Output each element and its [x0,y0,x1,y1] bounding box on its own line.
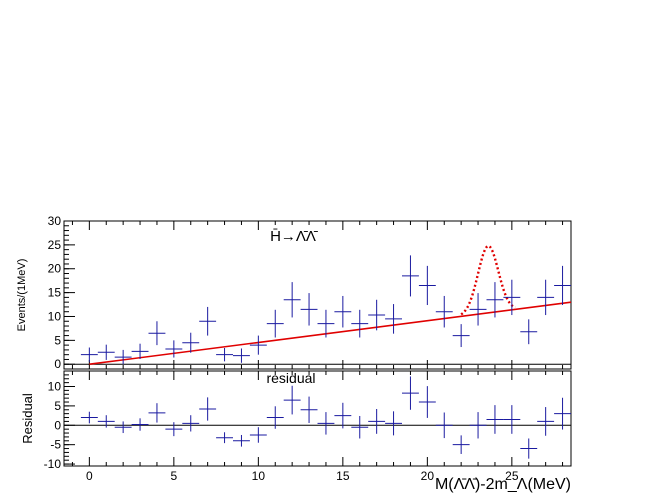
data-point [435,295,453,328]
data-point [334,295,352,328]
data-point [368,299,386,331]
data-point [520,319,538,345]
residual-point [520,438,538,459]
residual-point [300,396,318,423]
x-tick-label: 25 [505,469,519,483]
main-ytick-label: 15 [48,286,62,300]
residual-point [452,435,470,454]
residual-point [368,409,386,434]
x-axis-label: M(Λ̄Λ̄)-2m_Λ(MeV) [435,476,571,493]
residual-point [435,412,453,439]
residual-point [385,411,402,436]
residual-point [469,412,487,439]
x-tick-label: 5 [171,469,178,483]
residual-point [351,415,369,439]
residual-point [283,385,301,415]
data-point [266,309,284,338]
residual-point [266,406,284,429]
res-ytick-label: 10 [48,380,62,394]
main-y-axis-label: Events/(1MeV) [16,259,28,332]
res-ytick-label: -10 [44,457,62,471]
main-plot-area [80,244,571,366]
data-point [114,349,132,365]
residual-point [216,432,233,444]
data-point [469,293,487,326]
residual-point [165,422,183,437]
data-point [233,348,250,363]
x-tick-label: 15 [336,469,350,483]
residual-panel-frame [63,370,572,467]
main-ytick-label: 20 [48,262,62,276]
data-point [351,309,369,338]
main-ytick-label: 30 [48,214,62,228]
residual-point [317,412,335,435]
res-ytick-label: -5 [50,438,61,452]
data-point [300,293,318,326]
data-point [97,344,115,360]
data-point [402,255,419,297]
data-point [199,306,217,336]
data-point [283,282,301,318]
data-point [317,309,335,338]
data-point [249,335,267,355]
data-point [537,279,555,316]
main-panel-frame [63,220,572,370]
main-ytick-label: 10 [48,309,62,323]
data-point [182,332,200,353]
data-point [131,343,149,359]
data-point [554,265,571,306]
data-point [216,347,233,362]
residual-title: residual [266,370,315,386]
residual-point [97,415,115,428]
residual-point [233,434,250,447]
res-ytick-label: 0 [54,418,61,432]
residual-point [131,418,149,431]
residual-point [199,397,217,421]
residual-point [418,386,436,418]
residual-point [554,397,571,430]
residual-plot-area [80,376,571,459]
residual-point [148,403,166,423]
main-ytick-label: 5 [54,333,61,347]
signal-peak-curve [460,244,516,316]
data-point [503,279,521,316]
main-ytick-label: 0 [54,357,61,371]
x-tick-label: 0 [86,469,93,483]
data-point [148,321,166,346]
residual-point [503,405,521,434]
data-point [486,282,504,318]
data-point [452,324,470,348]
x-tick-label: 20 [421,469,435,483]
main-title: H̄→Λ̄Λ̄ [270,228,318,245]
residual-point [537,407,555,436]
residual-point [114,421,132,434]
main-ytick-label: 25 [48,238,62,252]
fit-line [89,301,571,366]
residual-point [334,402,352,429]
residual-point [402,376,419,410]
res-ytick-label: 5 [54,399,61,413]
data-point [165,340,183,358]
data-point [418,265,436,306]
residual-point [80,411,98,424]
residual-y-axis-label: Residual [20,393,35,444]
residual-point [182,415,200,432]
data-point [385,304,402,334]
residual-point [486,405,504,434]
residual-point [249,427,267,443]
data-point [80,347,98,362]
x-tick-label: 10 [252,469,266,483]
